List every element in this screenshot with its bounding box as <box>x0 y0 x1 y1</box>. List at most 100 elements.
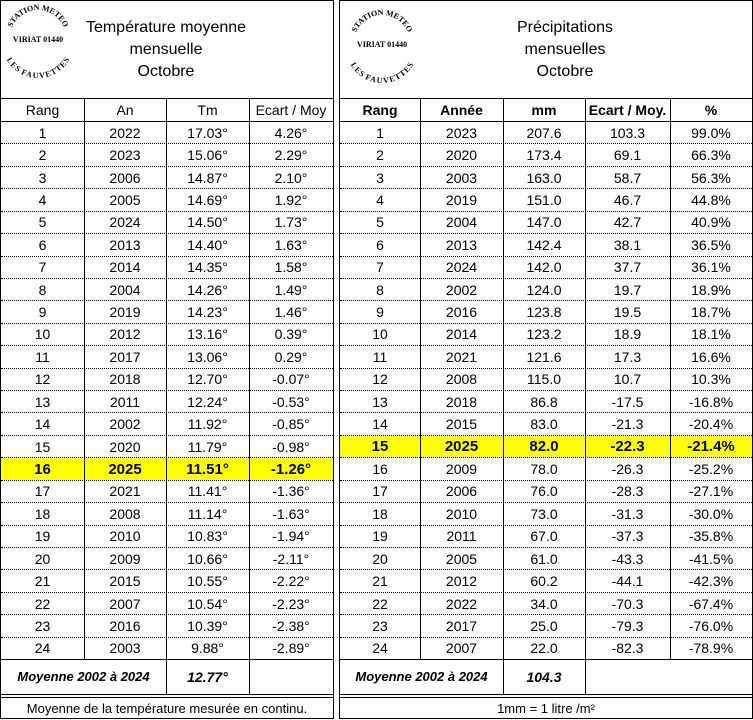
table-cell: 44.8% <box>691 191 731 208</box>
table-cell: 2017 <box>109 348 141 365</box>
table-cell: 2004 <box>445 214 478 231</box>
table-cell: 7 <box>38 259 47 276</box>
table-cell: 2004 <box>109 281 141 298</box>
rule <box>249 98 250 660</box>
table-cell: 23 <box>372 617 388 634</box>
table-cell: -42.3% <box>688 573 734 590</box>
table-cell: 4 <box>38 191 47 208</box>
table-cell: 18.1% <box>691 326 731 343</box>
table-cell: 18 <box>372 505 388 522</box>
rule <box>340 98 752 99</box>
table-cell: 10.66° <box>187 550 228 567</box>
table-cell: 8 <box>376 281 384 298</box>
rule <box>340 322 752 324</box>
rule <box>340 165 752 167</box>
column-header: mm <box>531 101 557 118</box>
title-line: Température moyenne <box>85 19 247 36</box>
rule <box>1 457 333 459</box>
table-cell: 147.0 <box>526 214 562 231</box>
rule <box>340 277 752 279</box>
table-cell: 2.29° <box>274 147 308 164</box>
rule <box>1 479 333 481</box>
table-cell: 2014 <box>109 259 141 276</box>
table-cell: 2006 <box>445 483 478 500</box>
rule <box>1 614 333 616</box>
table-cell: 2011 <box>446 528 477 545</box>
table-cell: 2018 <box>445 393 478 410</box>
table-cell: 19.5 <box>613 304 642 321</box>
title: Précipitations mensuelles Octobre <box>440 17 690 83</box>
rule <box>1 165 333 167</box>
table-cell: -21.4% <box>670 435 752 458</box>
table-cell: 5 <box>376 214 384 231</box>
table-cell: -35.8% <box>688 528 734 545</box>
table-cell: 17 <box>34 483 51 500</box>
table-cell: -82.3 <box>611 640 644 657</box>
table-cell: 17.3 <box>613 348 642 365</box>
table-cell: -78.9% <box>688 640 734 657</box>
table-cell: 123.2 <box>526 326 562 343</box>
column-header: Tm <box>197 101 218 118</box>
table-cell: 1.46° <box>274 304 308 321</box>
table-cell: 14 <box>372 416 388 433</box>
table-cell: 18.7% <box>691 304 731 321</box>
table-cell: 13.06° <box>187 348 228 365</box>
table-cell: 1.49° <box>274 281 308 298</box>
table-cell: 10.39° <box>187 617 228 634</box>
rule <box>503 659 504 695</box>
table-cell: 11.14° <box>187 505 228 522</box>
table-cell: -76.0% <box>688 617 734 634</box>
table-cell: 2019 <box>109 304 141 321</box>
temperature-panel: STATION METEO VIRIAT 01440 LES FAUVETTES… <box>0 0 334 719</box>
column-header: Ecart / Moy. <box>588 101 667 118</box>
table-cell: 36.1% <box>691 259 731 276</box>
rule <box>1 143 333 145</box>
table-cell: -2.23° <box>272 595 310 612</box>
title-line: mensuelles <box>524 41 606 58</box>
rule <box>1 412 333 414</box>
table-cell: 82.0 <box>503 435 585 458</box>
rule <box>670 98 671 660</box>
title-line: mensuelle <box>129 41 203 58</box>
rule <box>1 277 333 279</box>
rule <box>340 697 752 699</box>
table-cell: 2025 <box>84 458 166 480</box>
table-cell: 2022 <box>109 124 141 141</box>
table-cell: 22 <box>34 595 51 612</box>
table-cell: 2005 <box>109 191 141 208</box>
table-cell: -1.36° <box>272 483 310 500</box>
table-cell: 66.3% <box>691 147 731 164</box>
rule <box>1 546 333 548</box>
table-cell: 13 <box>34 393 51 410</box>
table-cell: 60.2 <box>530 573 558 590</box>
table-cell: 163.0 <box>526 169 562 186</box>
table-cell: 16.6% <box>691 348 731 365</box>
table-cell: 13 <box>372 393 388 410</box>
note: 1mm = 1 litre /m² <box>497 700 595 716</box>
table-cell: 2019 <box>445 191 478 208</box>
table-cell: 142.4 <box>526 236 562 253</box>
rule <box>1 659 333 661</box>
rule <box>340 210 752 212</box>
table-cell: 2016 <box>109 617 141 634</box>
rule <box>1 591 333 593</box>
table-cell: 6 <box>376 236 384 253</box>
table-cell: 1.73° <box>274 214 308 231</box>
stamp: STATION METEO VIRIAT 01440 LES FAUVETTES <box>5 3 72 78</box>
table-cell: 11.41° <box>187 483 228 500</box>
rule <box>1 188 333 190</box>
table-cell: 2013 <box>109 236 141 253</box>
table-cell: -31.3 <box>611 505 644 522</box>
rule <box>1 300 333 302</box>
rule <box>1 502 333 504</box>
table-cell: 37.7 <box>613 259 642 276</box>
rule <box>340 345 752 347</box>
table-cell: 73.0 <box>530 505 558 522</box>
note: Moyenne de la température mesurée en con… <box>26 700 308 716</box>
rule <box>503 98 504 660</box>
table-cell: 10.55° <box>187 573 228 590</box>
rule <box>340 121 752 122</box>
table-cell: 24 <box>372 640 388 657</box>
table-cell: 56.3% <box>691 169 731 186</box>
